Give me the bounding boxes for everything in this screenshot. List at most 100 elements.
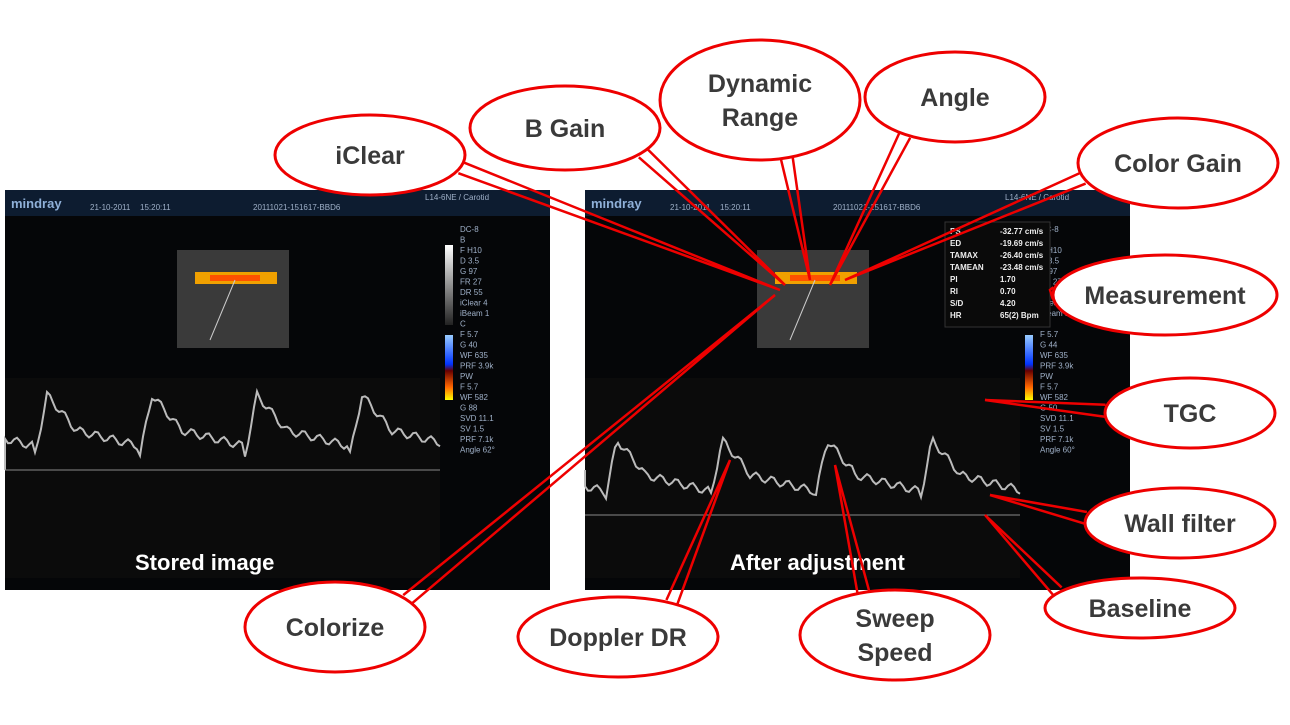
param: PW [1040, 372, 1053, 381]
pointer [989, 493, 1088, 526]
b-mode-image [177, 250, 289, 348]
measure-value: 4.20 [1000, 299, 1016, 308]
param: iBeam 1 [460, 309, 490, 318]
param: WF 635 [460, 351, 489, 360]
param: B [460, 236, 465, 245]
param: PW [460, 372, 473, 381]
measure-value: -23.48 cm/s [1000, 263, 1044, 272]
param: F 5.7 [460, 383, 479, 392]
param: SV 1.5 [460, 425, 485, 434]
param: iBeam 1 [1040, 309, 1070, 318]
date: 21-10-2011 [670, 203, 711, 212]
measure-value: 1.70 [1000, 275, 1016, 284]
measure-name: ED [950, 239, 961, 248]
param: D 3.5 [460, 257, 480, 266]
param: G 44 [1040, 341, 1058, 350]
pointer [779, 156, 812, 281]
pointer [457, 160, 781, 292]
sample-line [789, 279, 816, 341]
measure-name: HR [950, 311, 962, 320]
callout-label: Color Gain [1114, 150, 1242, 178]
callout-bubble [658, 38, 862, 162]
measure-value: -26.40 cm/s [1000, 251, 1044, 260]
pointer [833, 464, 871, 595]
callout-bubble [1083, 486, 1277, 560]
param: PRF 7.1k [460, 435, 494, 444]
param: F 5.7 [1040, 383, 1059, 392]
callout-bubble [863, 50, 1047, 144]
param: FR 27 [1040, 278, 1062, 287]
param: G 97 [460, 267, 478, 276]
callout-bubble [516, 595, 720, 679]
param: SVD 11.1 [1040, 414, 1074, 423]
param: iClear 4 [460, 299, 488, 308]
measure-name: TAMEAN [950, 263, 984, 272]
param: DC-8 [460, 225, 479, 234]
callout-label: Angle [920, 84, 990, 112]
param: WF 582 [460, 393, 489, 402]
measure-value: 0.70 [1000, 287, 1016, 296]
gray-bar [445, 245, 453, 325]
callout-label: Sweep [855, 605, 934, 633]
b-mode-image [757, 250, 869, 348]
callout-bubble [798, 588, 992, 682]
param: PRF 3.9k [460, 362, 494, 371]
measure-name: TAMAX [950, 251, 979, 260]
sample-line [209, 279, 236, 341]
caption: After adjustment [730, 550, 905, 575]
param: WF 635 [1040, 351, 1069, 360]
pointer [828, 130, 912, 286]
callout-label: Range [722, 104, 799, 132]
callout-bubble [243, 580, 427, 674]
param: FR 27 [460, 278, 482, 287]
callout-label: Baseline [1089, 595, 1192, 623]
pointer [402, 294, 776, 606]
probe: L14-6NE / Carotid [425, 193, 489, 202]
exam-id: 20111021-151617-BBD6 [833, 203, 921, 212]
pointer [984, 398, 1106, 419]
time: 15:20:11 [720, 203, 751, 212]
brand: mindray [591, 196, 642, 211]
vessel-color-core [210, 275, 260, 281]
header-bar [5, 190, 550, 216]
callout-bubble [1076, 116, 1280, 210]
exam-id: 20111021-151617-BBD6 [253, 203, 341, 212]
param: Angle 62° [460, 446, 495, 455]
measure-value: -19.69 cm/s [1000, 239, 1044, 248]
measure-name: RI [950, 287, 958, 296]
measure-name: PI [950, 275, 958, 284]
measure-name: PS [950, 227, 961, 236]
param: DR 55 [460, 288, 483, 297]
callout-label: Doppler DR [549, 624, 687, 652]
callout-bubble [1103, 376, 1277, 450]
param: G 40 [460, 341, 478, 350]
measure-value: -32.77 cm/s [1000, 227, 1044, 236]
param: PRF 7.1k [1040, 435, 1074, 444]
callout-bubble [273, 113, 467, 197]
param: SVD 11.1 [460, 414, 494, 423]
param: F H10 [1040, 246, 1062, 255]
doppler-area [5, 378, 440, 578]
callout-label: TGC [1164, 400, 1217, 428]
param: F 5.7 [460, 330, 479, 339]
param: SV 1.5 [1040, 425, 1065, 434]
color-bar [445, 335, 453, 400]
measure-box [944, 221, 1051, 328]
param: Angle 60° [1040, 446, 1075, 455]
brand: mindray [11, 196, 62, 211]
callout-bubble [468, 84, 662, 172]
pointer [665, 459, 732, 607]
spectrum [4, 387, 441, 470]
callout-bubble [1051, 253, 1279, 337]
callout-bubble [1043, 576, 1237, 640]
caption: Stored image [135, 550, 274, 575]
pointer [638, 146, 786, 286]
pointer [844, 171, 1087, 282]
time: 15:20:11 [140, 203, 171, 212]
callout-label: Measurement [1084, 282, 1246, 310]
date: 21-10-2011 [90, 203, 131, 212]
param: WF 582 [1040, 393, 1069, 402]
param: G 88 [460, 404, 478, 413]
probe: L14-6NE / Carotid [1005, 193, 1069, 202]
